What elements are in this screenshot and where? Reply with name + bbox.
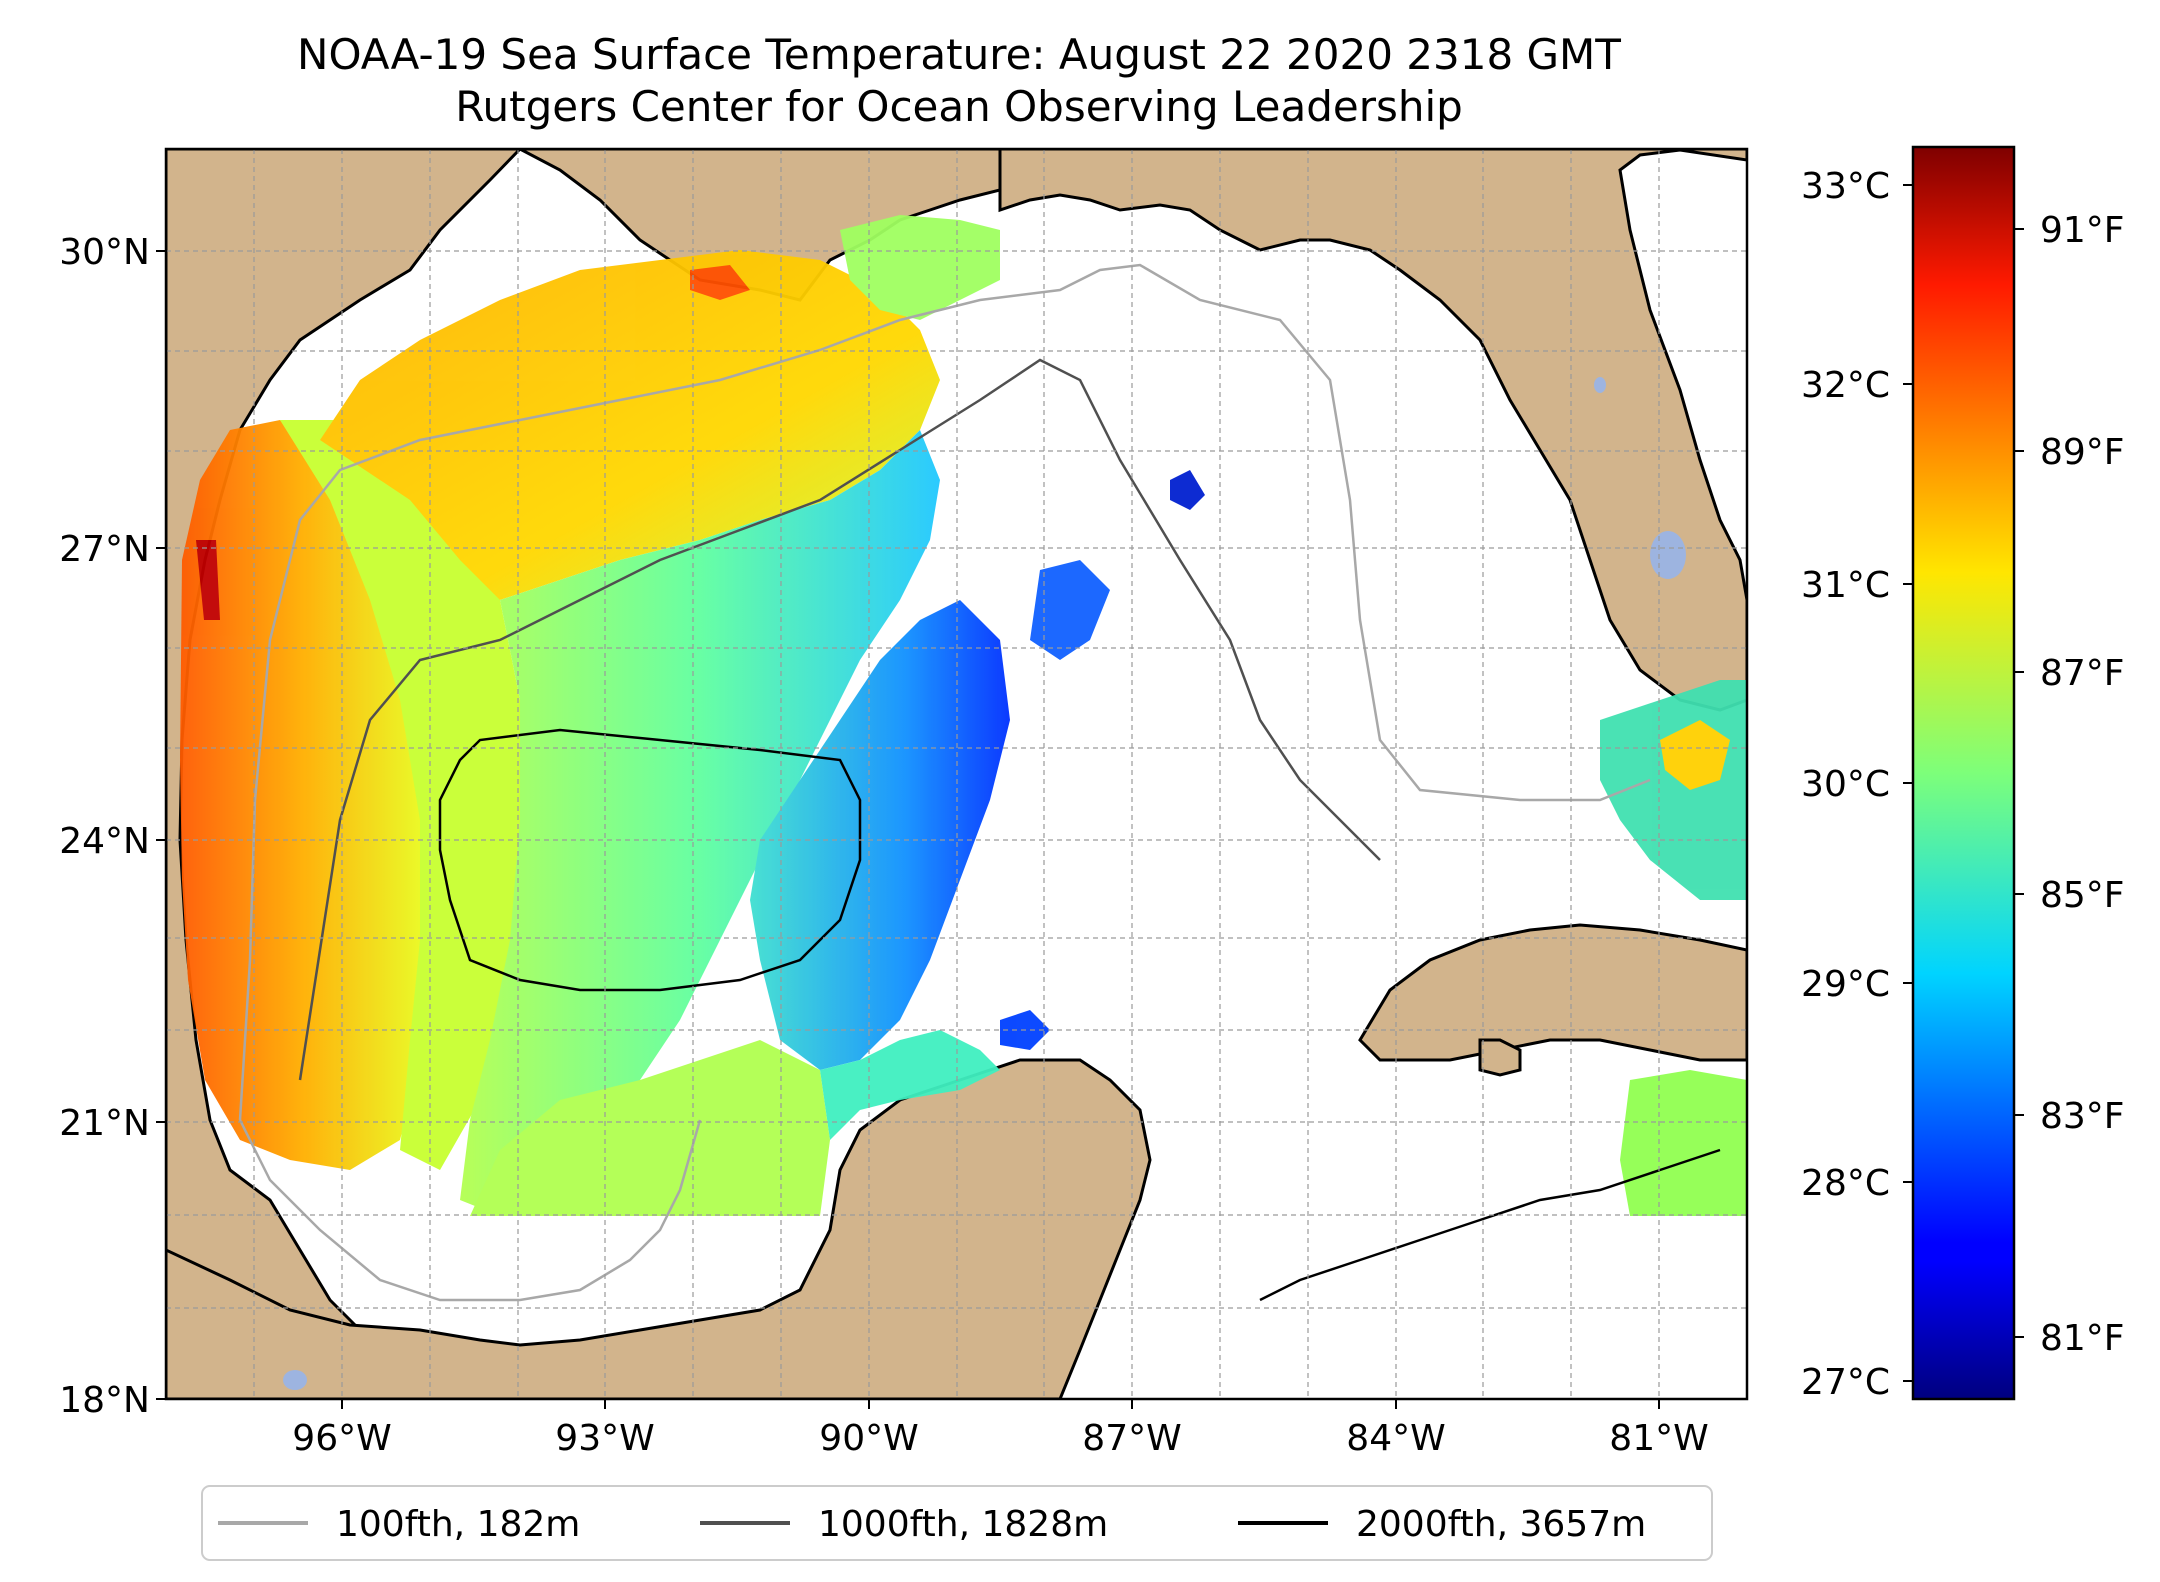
lake-small-2 (283, 1370, 307, 1390)
gridlines (166, 149, 1747, 1399)
fahrenheit-label-81: 81°F (2040, 1318, 2125, 1359)
map-frame (164, 147, 1749, 1401)
celsius-label-33: 33°C (1801, 166, 1890, 207)
sst-louisiana-coast (840, 215, 1000, 320)
lon-label-96: 96°W (292, 1418, 391, 1459)
fahrenheit-label-85: 85°F (2040, 875, 2125, 916)
colorbar-gradient (1911, 145, 2016, 1401)
legend: 100fth, 182m 1000fth, 1828m 2000fth, 365… (201, 1485, 1713, 1561)
fahrenheit-tick-91: 91°F (2014, 210, 2125, 251)
celsius-label-32: 32°C (1801, 365, 1890, 406)
title-line-1: NOAA-19 Sea Surface Temperature: August … (297, 30, 1621, 79)
fahrenheit-label-83: 83°F (2040, 1096, 2125, 1137)
celsius-label-30: 30°C (1801, 764, 1890, 805)
legend-item-2000fth: 2000fth, 3657m (1238, 1504, 1646, 1545)
sst-eastern-cool (750, 600, 1010, 1070)
lon-label-87: 87°W (1082, 1418, 1181, 1459)
bathymetry-contours (238, 263, 1721, 1302)
sst-east-blue-patch-2 (1170, 470, 1205, 510)
legend-label-100fth: 100fth, 182m (336, 1504, 580, 1545)
fahrenheit-tick-83: 83°F (2014, 1096, 2125, 1137)
lat-label-27: 27°N (59, 529, 150, 570)
celsius-label-27: 27°C (1801, 1362, 1890, 1403)
land-isle-of-youth (1478, 1038, 1522, 1077)
sst-texas-red-strip (196, 540, 220, 620)
lat-axis: 30°N 27°N 24°N 21°N 18°N (59, 232, 166, 1421)
lon-label-90: 90°W (819, 1418, 918, 1459)
fahrenheit-label-89: 89°F (2040, 432, 2125, 473)
sst-mississippi-warm (690, 265, 750, 300)
contour-100fth-south (238, 1119, 702, 1302)
celsius-tick-28: 28°C (1801, 1163, 1913, 1204)
lon-axis: 96°W 93°W 90°W 87°W 84°W 81°W (292, 1399, 1709, 1459)
fahrenheit-tick-89: 89°F (2014, 432, 2125, 473)
celsius-label-28: 28°C (1801, 1163, 1890, 1204)
legend-item-1000fth: 1000fth, 1828m (700, 1504, 1108, 1545)
contour-100fth (238, 263, 1651, 1121)
lon-tick-87: 87°W (1082, 1399, 1182, 1459)
fahrenheit-tick-87: 87°F (2014, 653, 2125, 694)
lon-tick-93: 93°W (555, 1399, 655, 1459)
lat-tick-30: 30°N (59, 232, 166, 273)
sst-florida-keys-warm (1660, 720, 1730, 790)
colorbar-celsius-ticks: 33°C 32°C 31°C 30°C 29°C 28°C (1801, 166, 1913, 1403)
celsius-tick-29: 29°C (1801, 964, 1913, 1005)
lat-tick-27: 27°N (59, 529, 166, 570)
lon-label-81: 81°W (1609, 1418, 1708, 1459)
sst-west-central (280, 420, 520, 1170)
lon-tick-96: 96°W (292, 1399, 392, 1459)
fahrenheit-tick-81: 81°F (2014, 1318, 2125, 1359)
celsius-label-29: 29°C (1801, 964, 1890, 1005)
colorbar: 33°C 32°C 31°C 30°C 29°C 28°C (1801, 145, 2125, 1403)
lat-tick-21: 21°N (59, 1103, 166, 1144)
sst-western-warm (180, 420, 430, 1170)
sst-east-blue-patch-1 (1030, 560, 1110, 660)
fahrenheit-tick-85: 85°F (2014, 875, 2125, 916)
celsius-tick-27: 27°C (1801, 1362, 1913, 1403)
fahrenheit-label-87: 87°F (2040, 653, 2125, 694)
celsius-label-31: 31°C (1801, 565, 1890, 606)
lat-tick-18: 18°N (59, 1380, 166, 1421)
sst-campeche-east (820, 1030, 1000, 1140)
celsius-tick-33: 33°C (1801, 166, 1913, 207)
legend-label-1000fth: 1000fth, 1828m (818, 1504, 1108, 1545)
lat-label-18: 18°N (59, 1380, 150, 1421)
celsius-tick-31: 31°C (1801, 565, 1913, 606)
celsius-tick-30: 30°C (1801, 764, 1913, 805)
lon-tick-81: 81°W (1609, 1399, 1709, 1459)
sst-central-mixed (460, 430, 940, 1216)
legend-box (201, 1485, 1713, 1561)
lat-label-21: 21°N (59, 1103, 150, 1144)
lake-okeechobee (1650, 531, 1686, 579)
lat-label-24: 24°N (59, 821, 150, 862)
land-northeast-gulf (998, 149, 1747, 712)
celsius-tick-32: 32°C (1801, 365, 1913, 406)
title-line-2: Rutgers Center for Ocean Observing Leade… (455, 82, 1463, 131)
sst-southern-central (470, 1040, 830, 1216)
contour-2000fth (438, 728, 862, 992)
fahrenheit-label-91: 91°F (2040, 210, 2125, 251)
legend-item-100fth: 100fth, 182m (218, 1504, 580, 1545)
colorbar-fahrenheit-ticks: 91°F 89°F 87°F 85°F 83°F 81°F (2014, 210, 2125, 1359)
contour-1000fth (298, 358, 1381, 1081)
sst-data (180, 215, 1747, 1216)
contour-2000fth-caribbean (1259, 1148, 1721, 1302)
lon-label-93: 93°W (555, 1418, 654, 1459)
sst-southeast-green (1620, 1070, 1747, 1216)
lat-label-30: 30°N (59, 232, 150, 273)
land-cuba (1358, 923, 1747, 1062)
legend-label-2000fth: 2000fth, 3657m (1356, 1504, 1646, 1545)
lon-label-84: 84°W (1346, 1418, 1445, 1459)
lake-small-1 (1594, 377, 1606, 393)
lon-tick-90: 90°W (819, 1399, 919, 1459)
land-mexico-south (166, 1058, 1152, 1399)
lat-tick-24: 24°N (59, 821, 166, 862)
lon-tick-84: 84°W (1346, 1399, 1446, 1459)
sst-map (166, 149, 1747, 1399)
